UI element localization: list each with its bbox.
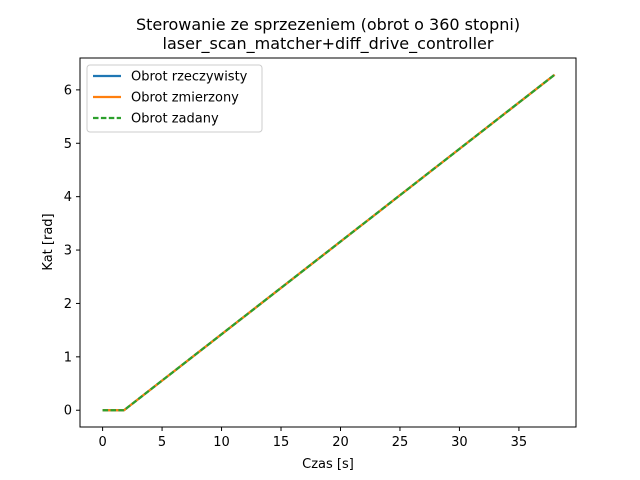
series-layer (102, 73, 556, 412)
y-tick-label: 6 (64, 83, 72, 98)
x-tick-label: 20 (332, 435, 349, 450)
legend-box (86, 64, 263, 133)
legend: Obrot rzeczywisty Obrot zmierzony Obrot za… (86, 64, 263, 133)
x-tick-label: 30 (451, 435, 468, 450)
chart-title-line-2: laser_scan_matcher+diff_drive_controller (163, 34, 494, 54)
x-tick-label: 15 (273, 435, 290, 450)
legend-label-1: Obrot rzeczywisty (131, 70, 248, 85)
y-tick-label: 0 (64, 404, 72, 419)
y-tick-label: 2 (64, 297, 72, 312)
series-line-2 (102, 73, 556, 412)
y-tick-label: 4 (64, 190, 72, 205)
x-tick-label: 25 (392, 435, 409, 450)
x-tick-label: 0 (98, 435, 106, 450)
x-axis-ticks: 0 5 10 15 20 25 30 35 (98, 427, 527, 450)
y-axis-ticks: 0 1 2 3 4 5 6 (64, 83, 80, 419)
x-tick-label: 10 (213, 435, 230, 450)
legend-label-3: Obrot zadany (131, 112, 219, 127)
plot-frame (79, 57, 577, 428)
legend-items: Obrot rzeczywisty Obrot zmierzony Obrot za… (93, 70, 248, 127)
y-axis-label: Kat [rad] (41, 213, 56, 270)
x-tick-label: 5 (158, 435, 166, 450)
x-tick-label: 35 (511, 435, 528, 450)
y-tick-label: 3 (64, 244, 72, 259)
x-axis-label: Czas [s] (302, 457, 354, 472)
y-tick-label: 5 (64, 137, 72, 152)
legend-label-2: Obrot zmierzony (131, 91, 239, 106)
chart-title-line-1: Sterowanie ze sprzezeniem (obrot o 360 s… (136, 15, 520, 34)
y-tick-label: 1 (64, 350, 72, 365)
